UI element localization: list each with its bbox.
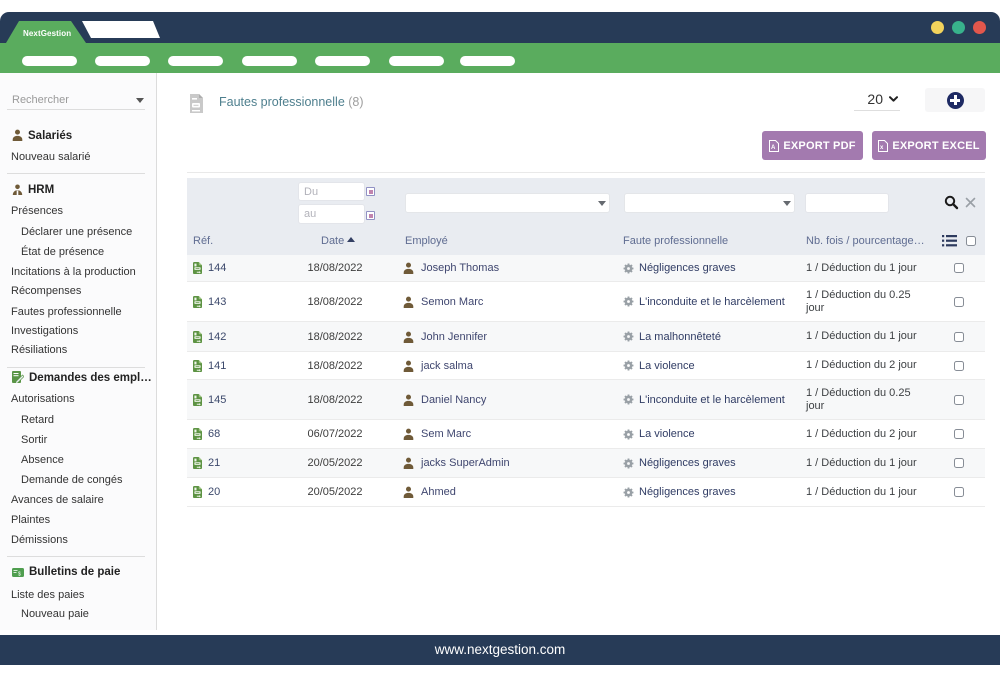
svg-text:$: $ — [18, 572, 21, 578]
svg-text:x: x — [880, 145, 884, 151]
svg-text:A: A — [771, 145, 776, 151]
